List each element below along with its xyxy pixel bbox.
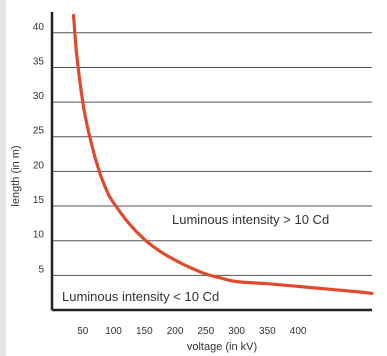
y-tick-label: 30 <box>33 91 45 102</box>
x-tick-labels: 50 100 150 200 250 300 350 400 <box>77 326 307 337</box>
y-tick-label: 40 <box>33 22 45 33</box>
left-border-strip <box>0 0 6 356</box>
x-axis-label: voltage (in kV) <box>187 341 257 353</box>
x-tick-label: 200 <box>167 326 184 337</box>
series-line <box>71 13 374 295</box>
y-tick-label: 15 <box>33 195 45 206</box>
x-tick-label: 250 <box>198 326 215 337</box>
x-tick-label: 100 <box>105 326 122 337</box>
x-tick-label: 50 <box>77 326 89 337</box>
annotation-low-intensity: Luminous intensity < 10 Cd <box>62 289 219 304</box>
annotation-high-intensity: Luminous intensity > 10 Cd <box>172 212 329 227</box>
y-axis-label: length (in m) <box>10 145 22 206</box>
y-tick-label: 35 <box>33 56 45 67</box>
x-tick-label: 350 <box>259 326 276 337</box>
x-tick-label: 300 <box>228 326 245 337</box>
x-tick-label: 150 <box>136 326 153 337</box>
grid-lines <box>52 32 372 276</box>
y-tick-label: 25 <box>33 126 45 137</box>
x-tick-label: 400 <box>290 326 307 337</box>
y-tick-labels: 5 10 15 20 25 30 35 40 <box>33 22 45 276</box>
y-tick-label: 10 <box>33 230 45 241</box>
y-tick-label: 5 <box>38 264 44 275</box>
y-tick-label: 20 <box>33 160 45 171</box>
